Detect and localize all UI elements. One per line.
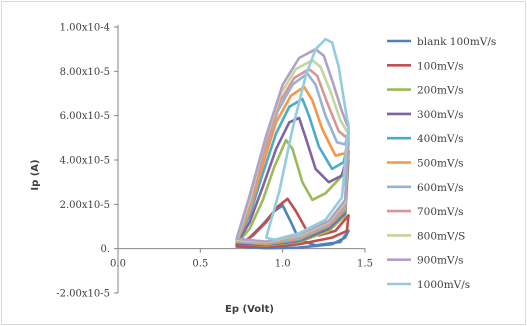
legend-label-8: 700mV/s: [417, 206, 464, 218]
legend-label-4: 300mV/s: [417, 109, 464, 121]
y-tick-label: 0.: [100, 244, 110, 255]
series-line-10: [235, 47, 350, 243]
y-tick-label: 4.00x10-5: [60, 156, 110, 167]
legend-label-2: 100mV/s: [417, 60, 464, 72]
y-tick-label: 6.00x10-5: [60, 111, 110, 122]
series-line-11: [264, 37, 350, 242]
y-tick-label: 2.00x10-5: [60, 200, 110, 211]
x-tick-label: 0.5: [192, 259, 208, 270]
x-tick-label: 1.5: [357, 259, 373, 270]
legend-label-7: 600mV/s: [417, 182, 464, 194]
y-axis-title: Ip (A): [30, 159, 41, 190]
legend-label-3: 200mV/s: [417, 85, 464, 97]
series-line-4: [235, 116, 350, 246]
y-tick-label: 1.00x10-4: [60, 23, 110, 34]
y-tick-label: 8.00x10-5: [60, 67, 110, 78]
legend-label-9: 800mV/S: [417, 230, 465, 242]
x-axis-title: Ep (Volt): [225, 304, 274, 315]
y-tick-label: -2.00x10-5: [56, 289, 110, 300]
legend-label-6: 500mV/s: [417, 158, 464, 170]
series-line-3: [235, 138, 350, 247]
legend-label-10: 900mV/s: [417, 255, 464, 267]
legend-label-11: 1000mV/s: [417, 279, 470, 291]
legend-label-1: blank 100mV/s: [417, 36, 496, 48]
legend-label-5: 400mV/s: [417, 133, 464, 145]
x-tick-label: 1.0: [275, 259, 291, 270]
x-tick-label: 0.0: [110, 259, 126, 270]
